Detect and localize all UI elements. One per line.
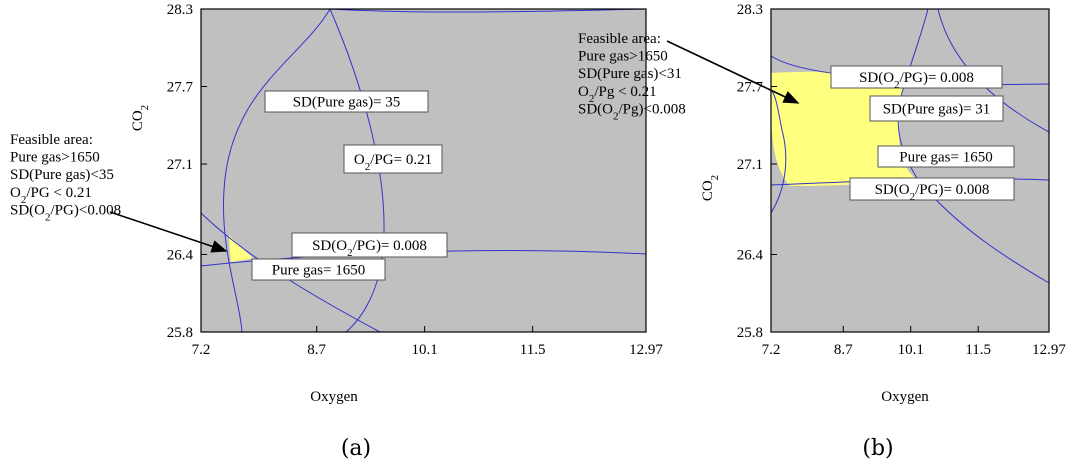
contour-label: SD(Pure gas)= 31: [869, 95, 1004, 122]
contour-label-text: O2/PG= 0.21: [354, 152, 432, 173]
y-tick-label: 25.8: [167, 325, 193, 341]
x-tick-label: 7.2: [192, 342, 211, 358]
panel-label: (b): [862, 436, 893, 461]
contour-label-text: SD(Pure gas)= 35: [293, 95, 401, 111]
annotation-line: SD(Pure gas)<31: [578, 66, 682, 82]
contour-label: Pure gas= 1650: [877, 145, 1015, 168]
x-tick-label: 12.97: [1032, 342, 1066, 358]
y-tick-label: 25.8: [737, 325, 763, 341]
x-tick-label: 10.1: [412, 342, 438, 358]
chart-panel-b: 7.2 8.7 10.1 11.5 12.97 25.8 26.4 27.1 27.7 28.3 O…: [578, 2, 1066, 461]
y-tick-label: 26.4: [167, 247, 194, 263]
y-tick-label: 27.1: [737, 157, 763, 173]
annotation-line: Feasible area:: [10, 132, 93, 148]
contour-line: [222, 8, 331, 333]
y-tick-label: 27.7: [737, 80, 764, 96]
contour-label: O2/PG= 0.21: [343, 144, 443, 174]
annotation-line: SD(Pure gas)<35: [10, 167, 114, 183]
contour-label: Pure gas= 1650: [251, 258, 386, 281]
contour-line: [770, 89, 787, 214]
contour-label: SD(O2/PG)= 0.008: [830, 65, 1003, 91]
contour-label-text: SD(O2/PG)= 0.008: [312, 238, 427, 259]
panel-label: (a): [341, 436, 371, 461]
contour-label-text: Pure gas= 1650: [272, 263, 365, 279]
y-axis-label: CO2: [130, 105, 151, 131]
annotation-arrow: [666, 40, 800, 104]
annotation-line: O2/Pg < 0.21: [578, 84, 657, 105]
x-tick-label: 11.5: [965, 342, 991, 358]
x-tick-label: 8.7: [834, 342, 853, 358]
contour-line: [329, 8, 385, 333]
contour-label-text: SD(O2/PG)= 0.008: [859, 70, 974, 91]
y-tick-label: 26.4: [737, 247, 764, 263]
annotation-arrow: [109, 211, 228, 253]
x-axis-label: Oxygen: [881, 389, 929, 405]
y-tick-label: 27.7: [167, 80, 194, 96]
x-tick-label: 12.97: [629, 342, 663, 358]
contour-label: SD(O2/PG)= 0.008: [291, 232, 448, 259]
x-tick-label: 8.7: [307, 342, 326, 358]
annotation-line: SD(O2/Pg)<0.008: [578, 101, 686, 122]
x-axis-label: Oxygen: [310, 389, 358, 405]
contour-line: [329, 8, 647, 13]
plot-frame: [200, 8, 647, 333]
annotation-line: Feasible area:: [578, 31, 661, 47]
annotation-line: Pure gas>1650: [10, 150, 100, 166]
x-tick-label: 11.5: [520, 342, 546, 358]
plot-frame: [770, 8, 1050, 333]
x-tick-label: 10.1: [898, 342, 924, 358]
annotation-line: O2/PG < 0.21: [10, 185, 92, 206]
x-tick-label: 7.2: [762, 342, 781, 358]
y-tick-label: 28.3: [737, 2, 763, 18]
y-axis-label: CO2: [700, 175, 721, 201]
contour-label-text: SD(O2/PG)= 0.008: [875, 182, 990, 203]
contour-label: SD(O2/PG)= 0.008: [849, 177, 1015, 203]
annotation-line: Pure gas>1650: [578, 49, 668, 65]
y-tick-label: 27.1: [167, 157, 193, 173]
contour-label: SD(Pure gas)= 35: [264, 90, 429, 113]
y-tick-label: 28.3: [167, 2, 193, 18]
annotation-line: SD(O2/PG)<0.008: [10, 202, 121, 223]
contour-label-text: Pure gas= 1650: [899, 150, 992, 166]
chart-panel-a: 7.2 8.7 10.1 11.5 12.97 25.8 26.4 27.1 27.7 28.3 O…: [10, 2, 663, 461]
contour-label-text: SD(Pure gas)= 31: [883, 102, 991, 118]
